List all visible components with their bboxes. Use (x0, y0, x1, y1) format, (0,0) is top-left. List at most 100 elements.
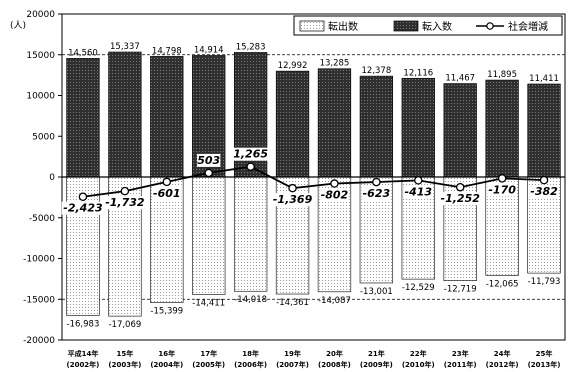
outflow-value-label: -17,069 (108, 320, 141, 330)
bar-inflow (317, 68, 352, 178)
legend-label-inflow: 転入数 (422, 20, 452, 33)
axes: 20000 15000 10000 5000 0 -5000 -10000 -15000 -20… (10, 10, 566, 369)
bar-inflow (401, 77, 435, 178)
x-tick-label-year: (2008年) (318, 360, 351, 369)
bar-inflow (66, 58, 100, 178)
x-tick-label-year: (2012年) (486, 360, 519, 369)
x-tick-label-era: 19年 (284, 349, 301, 358)
net-value-label: -1,369 (273, 193, 313, 206)
outflow-value-label: -12,719 (444, 285, 477, 295)
grid (62, 54, 565, 300)
x-tick-label-era: 平成14年 (68, 349, 99, 358)
net-change-point (372, 177, 381, 187)
y-tick-label: -10000 (23, 255, 55, 265)
x-tick-label-year: (2010年) (402, 360, 435, 369)
x-tick-label-era: 17年 (200, 349, 217, 358)
outflow-value-label: -14,087 (318, 296, 351, 306)
net-change-point (162, 177, 172, 187)
x-tick-label-year: (2009年) (360, 360, 393, 369)
y-tick-label: -15000 (23, 295, 55, 305)
bar-inflow (150, 56, 184, 178)
inflow-value-label: 15,337 (110, 42, 140, 52)
x-tick-label-era: 21年 (368, 349, 385, 358)
inflow-value-label: 14,798 (152, 46, 182, 56)
inflow-value-label: 13,285 (320, 59, 350, 69)
bar-outflow (233, 176, 268, 292)
net-change-line (78, 162, 549, 201)
inflow-value-label: 15,283 (236, 42, 266, 52)
outflow-value-label: -13,001 (360, 287, 393, 297)
net-label-bg (361, 187, 392, 201)
net-change-point (246, 162, 255, 171)
net-value-label: -1,252 (441, 192, 481, 205)
x-tick-label-year: (2006年) (234, 360, 267, 369)
legend-label-outflow: 転出数 (328, 20, 358, 33)
outflow-value-label: -14,411 (192, 298, 225, 308)
net-label-bg (271, 193, 314, 207)
y-tick-label: -20000 (23, 336, 55, 346)
x-tick-label-year: (2003年) (108, 360, 141, 369)
x-tick-label-year: (2002年) (67, 360, 100, 369)
y-tick-label: 10000 (26, 92, 55, 102)
net-label-bg (403, 185, 434, 199)
net-value-label: -1,732 (105, 196, 145, 209)
net-change-point (204, 168, 213, 178)
inflow-value-label: 14,560 (68, 48, 98, 58)
net-change-point (78, 192, 88, 201)
y-tick-label: 0 (49, 173, 55, 183)
net-change-point (539, 175, 549, 185)
net-label-bg (103, 196, 147, 210)
net-value-label: -623 (363, 187, 391, 200)
x-tick-label-year: (2005年) (192, 360, 225, 369)
net-label-bg (439, 192, 482, 206)
net-label-bg (151, 186, 182, 200)
y-tick-label: 20000 (26, 10, 55, 20)
x-tick-label-year: (2004年) (150, 360, 183, 369)
outflow-value-label: -12,529 (402, 283, 435, 293)
y-tick-label: 15000 (26, 51, 55, 61)
outflow-value-label: -14,018 (234, 295, 267, 305)
net-value-label: 503 (197, 154, 220, 167)
net-change-point (330, 179, 339, 188)
net-value-label: -2,423 (63, 202, 103, 215)
net-value-label: 1,265 (233, 148, 268, 161)
outflow-value-label: -14,361 (276, 298, 309, 308)
net-label-bg (61, 201, 105, 215)
x-tick-label-era: 25年 (536, 349, 553, 358)
bar-inflow (443, 83, 477, 178)
bars (66, 51, 561, 317)
x-tick-label-era: 23年 (452, 349, 469, 358)
net-label-bg (487, 183, 517, 197)
net-change-point (288, 183, 297, 193)
bar-inflow (275, 70, 310, 178)
net-label-bg (197, 153, 221, 167)
net-change-point (497, 174, 507, 183)
bar-inflow (108, 51, 142, 178)
y-axis-unit: (人) (10, 20, 26, 31)
legend-label-net: 社会増減 (508, 20, 548, 33)
legend-swatch-inflow (393, 20, 419, 32)
net-value-label: -382 (530, 185, 558, 198)
x-tick-label-era: 24年 (494, 349, 511, 358)
outflow-value-label: -16,983 (67, 319, 100, 329)
legend-swatch-marker (486, 22, 494, 30)
y-tick-label: -5000 (29, 214, 55, 224)
y-tick-label: 5000 (32, 132, 55, 142)
net-change-point (414, 176, 423, 185)
x-tick-label-year: (2013年) (528, 360, 561, 369)
legend-swatch-outflow (299, 20, 325, 32)
x-tick-label-era: 15年 (117, 349, 134, 358)
bar-inflow (485, 79, 519, 178)
x-tick-label-era: 20年 (326, 349, 343, 358)
outflow-value-label: -12,065 (486, 279, 519, 289)
net-label-bg (529, 185, 559, 199)
outflow-value-label: -15,399 (150, 307, 183, 317)
net-value-label: -413 (405, 185, 433, 198)
inflow-value-label: 11,895 (487, 70, 517, 80)
data-labels: 14,560 -16,983 15,337 -17,069 14,798 -15,399 1… (61, 42, 561, 330)
bar-inflow (359, 75, 394, 178)
x-tick-label-era: 16年 (158, 349, 175, 358)
inflow-value-label: 11,411 (529, 74, 559, 84)
inflow-value-label: 11,467 (445, 74, 475, 84)
outflow-value-label: -11,793 (528, 277, 561, 287)
